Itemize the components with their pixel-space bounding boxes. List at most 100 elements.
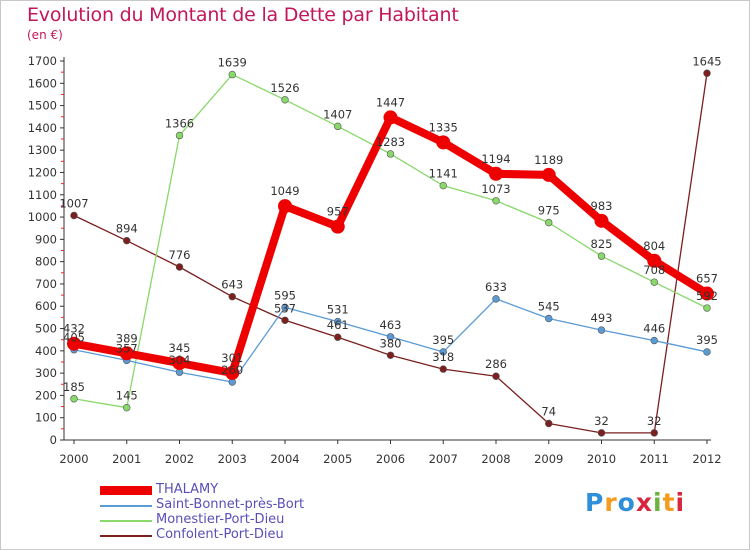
y-tick-label: 900 [35, 232, 57, 246]
data-point-monestier-port-dieu[interactable] [439, 181, 447, 190]
x-tick-label: 2007 [429, 452, 458, 466]
data-point-monestier-port-dieu[interactable] [492, 197, 500, 205]
data-label-thalamy: 345 [169, 341, 191, 355]
proxiti-logo[interactable]: Proxiti [585, 488, 685, 517]
data-point-thalamy[interactable] [489, 166, 503, 181]
x-tick-label: 2008 [481, 452, 510, 466]
y-tick-label: 500 [35, 322, 57, 336]
data-point-thalamy[interactable] [172, 356, 187, 371]
data-point-confolent-port-dieu[interactable] [545, 419, 553, 428]
data-point-confolent-port-dieu[interactable] [703, 69, 711, 77]
data-label-confolent-port-dieu: 461 [327, 318, 349, 332]
data-point-monestier-port-dieu[interactable] [386, 150, 395, 158]
data-label-confolent-port-dieu: 537 [274, 301, 296, 315]
data-point-monestier-port-dieu[interactable] [597, 252, 606, 260]
data-point-confolent-port-dieu[interactable] [281, 316, 289, 324]
data-point-thalamy[interactable] [67, 336, 81, 351]
data-point-saint-bonnet-pres-bort[interactable] [703, 348, 711, 356]
data-label-thalamy: 389 [116, 331, 138, 345]
data-point-monestier-port-dieu[interactable] [334, 122, 342, 131]
data-point-confolent-port-dieu[interactable] [228, 292, 236, 301]
y-tick-label: 0 [50, 433, 57, 447]
data-point-saint-bonnet-pres-bort[interactable] [650, 336, 658, 345]
legend-item-saint-bonnet[interactable]: Saint-Bonnet-près-Bort [100, 497, 360, 512]
x-tick-label: 2003 [218, 452, 247, 466]
legend-item-thalamy[interactable]: THALAMY [100, 482, 360, 497]
data-label-monestier-port-dieu: 185 [63, 380, 85, 394]
data-point-thalamy[interactable] [436, 135, 451, 150]
data-point-thalamy[interactable] [541, 167, 556, 182]
logo-letter: o [617, 488, 636, 517]
data-point-thalamy[interactable] [700, 286, 714, 301]
data-point-confolent-port-dieu[interactable] [386, 351, 395, 359]
data-point-monestier-port-dieu[interactable] [123, 403, 131, 412]
data-point-saint-bonnet-pres-bort[interactable] [386, 333, 395, 341]
data-point-thalamy[interactable] [594, 213, 609, 228]
data-point-saint-bonnet-pres-bort[interactable] [439, 348, 447, 356]
data-label-thalamy: 1447 [376, 95, 405, 109]
data-label-monestier-port-dieu: 1141 [429, 167, 458, 181]
data-label-saint-bonnet-pres-bort: 357 [116, 341, 138, 355]
legend-swatch-thalamy [100, 486, 152, 495]
data-point-monestier-port-dieu[interactable] [70, 395, 78, 403]
data-label-saint-bonnet-pres-bort: 260 [221, 363, 243, 377]
data-point-saint-bonnet-pres-bort[interactable] [597, 326, 606, 334]
legend-swatch-monestier [100, 520, 152, 522]
data-point-monestier-port-dieu[interactable] [228, 70, 236, 79]
data-label-saint-bonnet-pres-bort: 304 [169, 353, 191, 367]
data-point-confolent-port-dieu[interactable] [70, 211, 78, 220]
y-tick-label: 1000 [28, 210, 57, 224]
data-label-saint-bonnet-pres-bort: 531 [327, 303, 349, 317]
data-point-thalamy[interactable] [383, 110, 398, 125]
data-point-monestier-port-dieu[interactable] [281, 96, 289, 104]
y-tick-label: 1600 [28, 76, 57, 90]
data-label-monestier-port-dieu: 1366 [165, 116, 194, 130]
series-thalamy [67, 110, 714, 380]
data-point-confolent-port-dieu[interactable] [175, 263, 184, 271]
legend-item-monestier[interactable]: Monestier-Port-Dieu [100, 512, 360, 527]
legend-label-monestier: Monestier-Port-Dieu [156, 512, 285, 527]
data-point-monestier-port-dieu[interactable] [545, 218, 553, 227]
data-label-monestier-port-dieu: 1526 [270, 81, 299, 95]
y-tick-label: 200 [35, 388, 57, 402]
data-point-confolent-port-dieu[interactable] [492, 372, 500, 380]
x-tick-label: 2006 [376, 452, 405, 466]
chart-axes: 0 100 200 300 400 500 600 700 800 900 1000 1100 1200… [28, 54, 722, 466]
logo-letter: x [635, 488, 653, 517]
data-label-confolent-port-dieu: 1007 [59, 196, 88, 210]
logo-letter: i [675, 488, 686, 517]
y-tick-label: 1300 [28, 143, 57, 157]
y-tick-label: 1700 [28, 54, 57, 68]
data-labels-layer: 1007 894 776 643 537 461 380 318 286 74 32 32 1645 18… [59, 54, 721, 428]
data-label-monestier-port-dieu: 708 [643, 263, 665, 277]
data-point-saint-bonnet-pres-bort[interactable] [545, 314, 553, 323]
x-tick-label: 2012 [692, 452, 721, 466]
data-point-monestier-port-dieu[interactable] [650, 278, 658, 286]
data-point-thalamy[interactable] [225, 365, 240, 380]
data-label-monestier-port-dieu: 1407 [323, 107, 352, 121]
logo-letter: i [653, 488, 663, 517]
data-point-monestier-port-dieu[interactable] [175, 131, 184, 140]
data-point-thalamy[interactable] [278, 199, 292, 214]
data-label-thalamy: 301 [221, 351, 243, 365]
x-tick-label: 2000 [59, 452, 88, 466]
data-point-confolent-port-dieu[interactable] [123, 236, 131, 245]
data-label-monestier-port-dieu: 975 [538, 204, 560, 218]
data-point-thalamy[interactable] [647, 253, 662, 268]
data-point-saint-bonnet-pres-bort[interactable] [334, 317, 342, 326]
y-tick-label: 1400 [28, 121, 57, 135]
data-point-saint-bonnet-pres-bort[interactable] [492, 295, 500, 303]
data-point-confolent-port-dieu[interactable] [334, 333, 342, 341]
data-point-confolent-port-dieu[interactable] [597, 429, 606, 437]
data-label-thalamy: 657 [696, 272, 718, 286]
y-tick-label: 100 [35, 411, 57, 425]
y-tick-label: 400 [35, 344, 57, 358]
data-point-thalamy[interactable] [330, 219, 345, 234]
legend-item-confolent[interactable]: Confolent-Port-Dieu [100, 527, 360, 542]
data-point-saint-bonnet-pres-bort[interactable] [281, 303, 289, 312]
data-point-thalamy[interactable] [119, 346, 134, 361]
data-point-monestier-port-dieu[interactable] [703, 304, 711, 312]
y-tick-label: 1200 [28, 165, 57, 179]
data-point-confolent-port-dieu[interactable] [650, 429, 658, 437]
data-point-confolent-port-dieu[interactable] [439, 365, 447, 373]
